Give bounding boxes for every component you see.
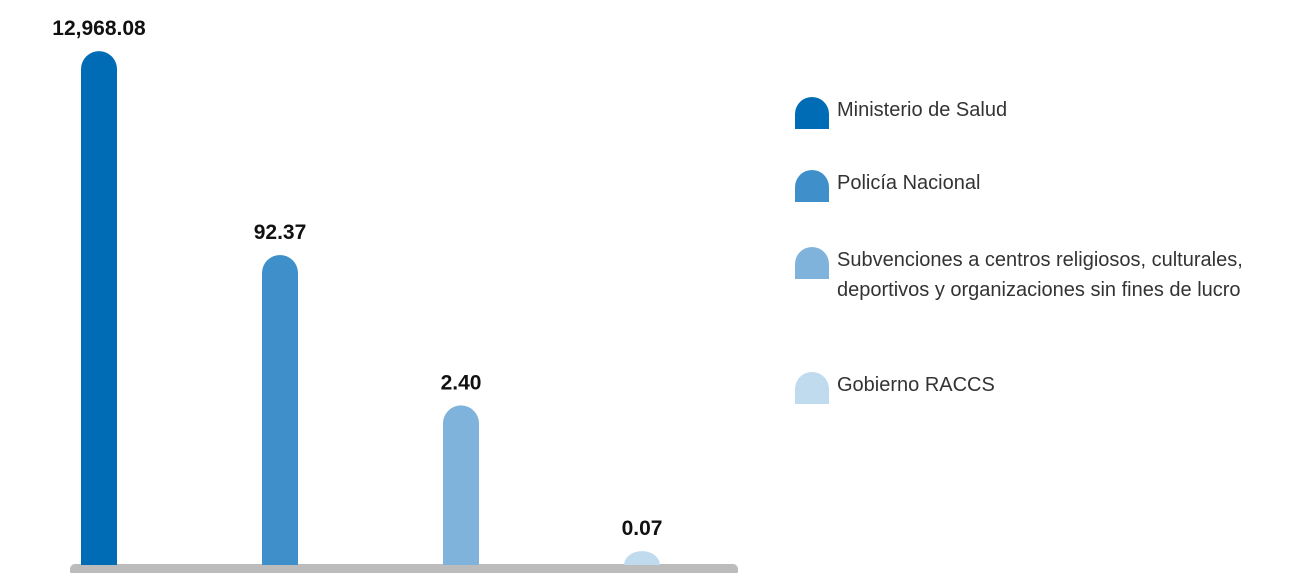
- bar: [624, 551, 660, 565]
- legend-swatch: [795, 247, 829, 279]
- legend-label: Subvenciones a centros religiosos, cultu…: [837, 249, 1243, 301]
- legend-swatch: [795, 97, 829, 129]
- legend-label: Ministerio de Salud: [837, 99, 1008, 121]
- legend-label: Policía Nacional: [837, 172, 981, 194]
- legend-label: Gobierno RACCS: [837, 374, 995, 396]
- bar: [262, 254, 298, 565]
- value-label: 92.37: [254, 221, 307, 244]
- value-label: 2.40: [441, 371, 482, 394]
- bar: [443, 405, 479, 565]
- value-label: 12,968.08: [52, 17, 146, 40]
- baseline: [70, 564, 738, 573]
- value-label: 0.07: [622, 517, 663, 540]
- legend-item: Policía Nacional: [795, 168, 1287, 202]
- legend-swatch: [795, 170, 829, 202]
- legend-swatch: [795, 372, 829, 404]
- legend-item: Ministerio de Salud: [795, 95, 1287, 129]
- legend-item: Subvenciones a centros religiosos, cultu…: [795, 245, 1287, 305]
- bar: [81, 51, 117, 565]
- legend-item: Gobierno RACCS: [795, 370, 1287, 404]
